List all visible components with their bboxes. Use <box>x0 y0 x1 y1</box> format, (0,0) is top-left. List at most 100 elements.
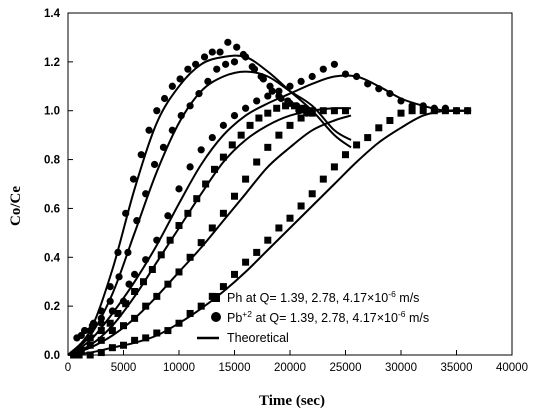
square-point <box>202 180 210 188</box>
square-point <box>308 109 316 117</box>
square-point <box>397 109 405 117</box>
circle-point <box>397 97 405 105</box>
circle-point <box>257 72 265 81</box>
circle-point <box>233 43 241 51</box>
square-point <box>142 334 150 342</box>
circle-point <box>145 126 153 134</box>
x-axis-title: Time (sec) <box>259 393 325 409</box>
square-point <box>142 302 150 310</box>
circle-point <box>208 133 216 142</box>
circle-point <box>175 185 183 193</box>
square-point <box>211 165 219 173</box>
square-point <box>219 209 227 217</box>
square-point <box>175 222 183 230</box>
square-point <box>408 107 416 115</box>
circle-point <box>248 63 256 71</box>
circle-point <box>375 85 383 93</box>
square-point <box>208 224 216 232</box>
y-axis-title: Co/Ce <box>8 186 24 226</box>
axes: 0 5000 10000 15000 20000 25000 30000 35000 40000… <box>44 8 528 374</box>
circle-point <box>222 60 230 68</box>
circle-point <box>160 94 169 103</box>
square-point <box>97 327 105 335</box>
circle-point <box>133 217 141 225</box>
square-point <box>308 190 316 198</box>
circle-point <box>168 126 176 134</box>
y-tick-label: 0.6 <box>44 203 60 215</box>
square-point <box>186 309 194 317</box>
circle-point <box>176 75 184 83</box>
circle-point <box>192 60 200 68</box>
square-point <box>319 175 327 183</box>
circle-point <box>97 319 105 327</box>
square-point <box>148 266 156 273</box>
circle-point <box>125 280 133 288</box>
square-point <box>86 334 94 342</box>
circle-point <box>230 58 239 66</box>
square-point <box>108 344 116 352</box>
circle-point <box>177 112 185 120</box>
square-point <box>131 336 139 344</box>
legend: Ph at Q= 1.39, 2.78, 4.17×10-6 m/s Pb+2 a… <box>197 289 429 345</box>
square-point <box>297 114 305 122</box>
square-point <box>242 175 250 183</box>
circle-point <box>230 112 239 120</box>
circle-point <box>186 163 194 171</box>
square-point <box>290 102 298 110</box>
square-point <box>157 251 165 259</box>
circle-point <box>168 82 176 90</box>
square-point <box>164 327 172 335</box>
circle-point <box>330 60 338 68</box>
circle-point <box>219 121 227 129</box>
square-point <box>197 239 205 247</box>
y-tick-label: 1.4 <box>44 8 61 20</box>
circle-point <box>353 72 361 81</box>
square-point <box>297 202 305 210</box>
square-point <box>120 341 127 349</box>
x-tick-label: 25000 <box>330 362 362 374</box>
square-point <box>464 107 472 115</box>
circle-point <box>341 70 350 78</box>
x-tick-label: 40000 <box>496 362 528 374</box>
circle-point <box>142 256 150 264</box>
circle-point <box>319 65 327 73</box>
square-point <box>106 319 114 327</box>
square-point <box>131 287 139 295</box>
y-tick-label: 1.2 <box>44 57 60 69</box>
square-point <box>286 121 294 129</box>
square-point <box>139 278 147 286</box>
legend-entry-pb: Pb+2 at Q= 1.39, 2.78, 4.17×10-6 m/s <box>227 309 429 325</box>
circle-point <box>86 326 94 335</box>
square-point <box>242 258 250 266</box>
circle-point <box>131 270 139 278</box>
square-point <box>175 319 183 327</box>
legend-entry-ph: Ph at Q= 1.39, 2.78, 4.17×10-6 m/s <box>227 289 419 305</box>
circle-point <box>77 331 85 340</box>
square-point <box>375 124 383 132</box>
circle-point <box>224 38 232 46</box>
circle-point <box>386 90 394 98</box>
square-point <box>253 158 261 166</box>
circle-point <box>124 248 132 256</box>
y-tick-label: 0.0 <box>44 350 60 362</box>
circle-point <box>186 102 194 110</box>
circle-point <box>204 77 212 85</box>
square-point <box>153 292 161 300</box>
square-point <box>275 131 283 139</box>
y-tick-label: 0.8 <box>44 155 61 167</box>
circle-point <box>153 236 161 244</box>
circle-point <box>142 190 150 198</box>
square-point <box>386 116 394 124</box>
y-tick-label: 0.2 <box>44 301 60 313</box>
data-markers <box>70 38 472 359</box>
square-point <box>237 131 245 139</box>
circle-point <box>286 82 294 90</box>
square-point <box>131 314 139 322</box>
square-point <box>264 109 272 117</box>
square-point <box>164 280 172 288</box>
circle-point <box>164 212 172 220</box>
circle-point <box>264 92 272 100</box>
square-point <box>175 268 183 276</box>
square-point <box>108 327 116 335</box>
